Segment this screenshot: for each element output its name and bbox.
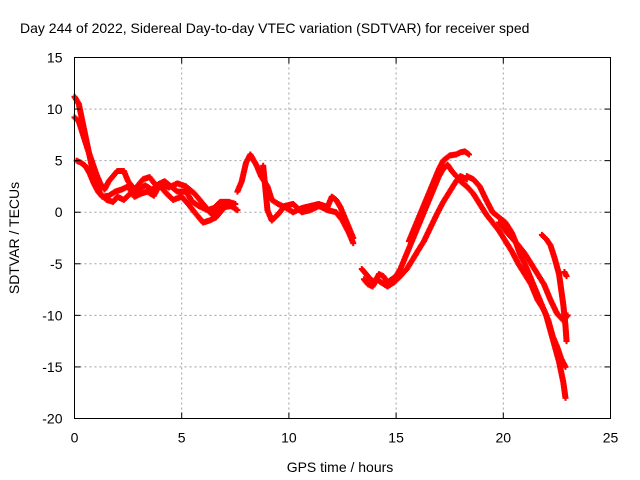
grid	[74, 57, 611, 419]
y-tick-label: 5	[55, 153, 63, 169]
y-tick-label: -20	[42, 411, 62, 427]
data-point	[225, 200, 232, 207]
series-track-b	[71, 114, 239, 214]
x-tick-label: 25	[603, 430, 619, 446]
data-points	[71, 93, 571, 401]
axes: 0 5 10 15 20 25 -20 -15 -10 -5 0 5 10 15	[42, 50, 618, 446]
data-point	[562, 363, 569, 370]
y-tick-label: 0	[55, 204, 63, 220]
series-decline-b	[457, 178, 569, 370]
data-point	[465, 151, 472, 158]
series-decline-c	[496, 219, 571, 324]
x-tick-label: 5	[178, 430, 186, 446]
data-point	[563, 338, 570, 345]
series-late-branch	[538, 231, 570, 345]
data-point	[232, 200, 239, 207]
y-tick-label: -10	[42, 307, 62, 323]
data-point	[234, 207, 241, 214]
x-tick-label: 20	[496, 430, 512, 446]
y-tick-label: -15	[42, 359, 62, 375]
y-axis-label: SDTVAR / TECUs	[6, 182, 22, 294]
series-evening-low	[260, 162, 357, 247]
series-end-spot	[561, 269, 570, 280]
series-evening-group	[234, 151, 357, 241]
data-point	[563, 273, 570, 280]
data-point	[562, 394, 569, 401]
data-point	[350, 240, 357, 247]
y-tick-label: 15	[47, 50, 63, 66]
series-trough-b	[360, 173, 470, 290]
chart-title: Day 244 of 2022, Sidereal Day-to-day VTE…	[20, 20, 529, 36]
y-tick-label: -5	[50, 256, 63, 272]
y-tick-label: 10	[47, 101, 63, 117]
x-axis-label: GPS time / hours	[287, 459, 394, 475]
series-trough-c	[405, 148, 472, 245]
x-tick-label: 10	[281, 430, 297, 446]
x-tick-label: 15	[388, 430, 404, 446]
series-track-c	[73, 157, 232, 218]
x-tick-label: 0	[71, 430, 79, 446]
plot-frame	[74, 57, 611, 419]
